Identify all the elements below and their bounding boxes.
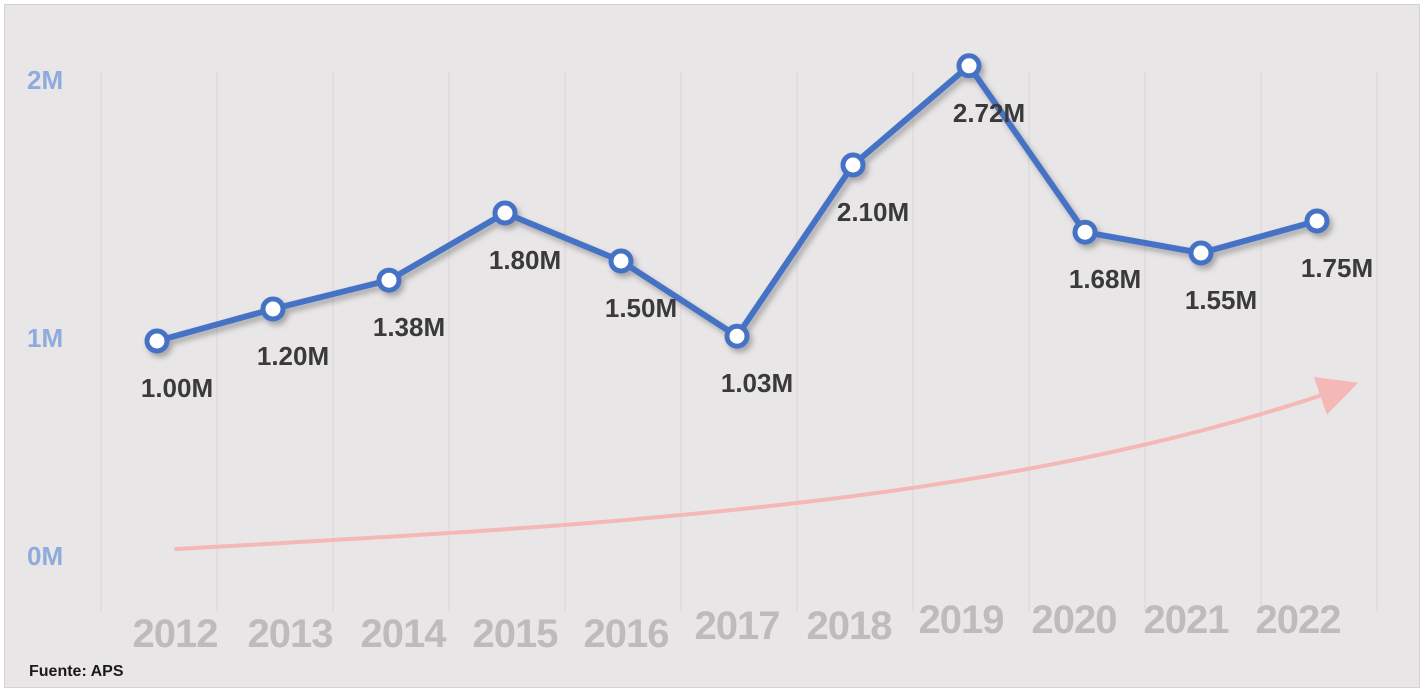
data-label: 2.10M: [837, 197, 909, 227]
y-tick-label: 1M: [27, 323, 63, 353]
data-label: 1.50M: [605, 293, 677, 323]
x-tick-label: 2017: [695, 604, 780, 648]
data-point-marker: [956, 53, 982, 79]
data-point-marker: [376, 267, 402, 293]
data-label: 1.38M: [373, 312, 445, 342]
data-labels: 1.00M 1.20M 1.38M 1.80M 1.50M 1.03M 2.10M 2.72M…: [141, 98, 1373, 403]
data-label: 1.03M: [721, 368, 793, 398]
data-point-marker: [260, 296, 286, 322]
data-point-marker: [492, 200, 518, 226]
data-point-marker: [608, 248, 634, 274]
series-line: [154, 62, 1320, 344]
x-tick-label: 2018: [807, 604, 893, 648]
data-label: 1.75M: [1301, 253, 1373, 283]
x-tick-label: 2012: [133, 612, 218, 656]
x-tick-label: 2021: [1144, 598, 1230, 642]
x-tick-label: 2014: [361, 612, 448, 656]
data-point-marker: [144, 328, 170, 354]
series-line-group: [144, 53, 1330, 354]
data-point-marker: [1188, 240, 1214, 266]
trend-arrow: [174, 376, 1359, 551]
x-tick-label: 2015: [473, 612, 559, 656]
x-tick-label: 2013: [248, 612, 333, 656]
y-tick-label: 0M: [27, 541, 63, 571]
y-tick-label: 2M: [27, 65, 63, 95]
chart-frame: 0M 1M 2M 2012 2013 2014 2015 2016 2017 2018 2019 2…: [4, 4, 1420, 688]
gridlines: [100, 71, 1378, 611]
x-tick-label: 2020: [1032, 598, 1117, 642]
data-label: 2.72M: [953, 98, 1025, 128]
data-label: 1.55M: [1185, 285, 1257, 315]
x-tick-label: 2016: [584, 612, 669, 656]
y-axis-ticks: 0M 1M 2M: [27, 65, 63, 571]
data-label: 1.80M: [489, 245, 561, 275]
data-label: 1.68M: [1069, 264, 1141, 294]
data-label: 1.00M: [141, 373, 213, 403]
data-label: 1.20M: [257, 341, 329, 371]
x-tick-label: 2022: [1256, 598, 1341, 642]
data-point-marker: [1304, 208, 1330, 234]
x-axis-ticks: 2012 2013 2014 2015 2016 2017 2018 2019 2020 2021…: [133, 598, 1342, 656]
data-point-marker: [724, 323, 750, 349]
data-point-marker: [1072, 219, 1098, 245]
x-tick-label: 2019: [919, 598, 1004, 642]
source-note: Fuente: APS: [29, 663, 124, 680]
data-point-marker: [840, 152, 866, 178]
